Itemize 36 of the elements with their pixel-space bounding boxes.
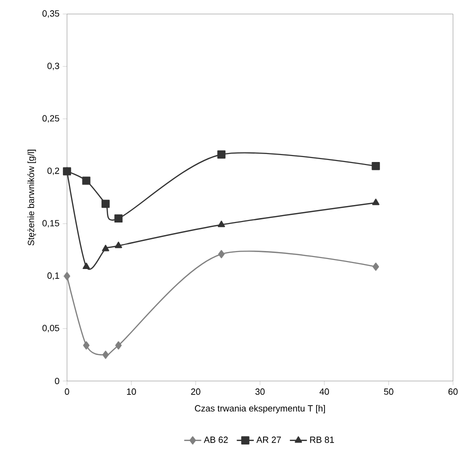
x-tick-label: 60	[448, 388, 458, 395]
point	[218, 250, 225, 258]
x-tick-label: 40	[320, 388, 329, 395]
point	[82, 262, 90, 270]
x-tick-label: 20	[191, 388, 200, 395]
point	[82, 176, 90, 185]
y-tick-label: 0,35	[42, 10, 60, 18]
point	[217, 150, 226, 159]
y-tick-label: 0,05	[42, 324, 60, 332]
y-tick-label: 0	[54, 378, 60, 384]
y-tick-label: 0,1	[47, 272, 60, 280]
legend-label: AB 62	[204, 436, 228, 443]
point	[64, 272, 70, 280]
y-axis-title: Stężenie barwników [g/l]	[27, 150, 36, 246]
point	[372, 162, 380, 170]
point	[114, 242, 122, 248]
x-tick-label: 50	[384, 388, 394, 395]
legend-label: RB 81	[310, 436, 334, 443]
y-tick-label: 0,25	[42, 115, 60, 123]
point	[83, 341, 90, 350]
x-tick-label: 10	[127, 388, 136, 395]
point	[372, 262, 380, 271]
y-tick-label: 0,15	[42, 220, 60, 228]
point	[114, 214, 123, 223]
point	[102, 244, 110, 252]
point	[102, 350, 109, 359]
x-axis-title: Czas trwania eksperymentu T [h]	[194, 404, 325, 414]
point	[372, 198, 380, 206]
y-tick-label: 0,3	[47, 62, 60, 70]
point	[218, 220, 226, 228]
point	[102, 200, 110, 208]
legend-label: AR 27	[256, 436, 281, 443]
x-tick-label: 30	[255, 388, 265, 395]
point	[115, 341, 122, 350]
x-tick-label: 0	[64, 388, 70, 395]
y-tick-label: 0,2	[47, 168, 60, 175]
